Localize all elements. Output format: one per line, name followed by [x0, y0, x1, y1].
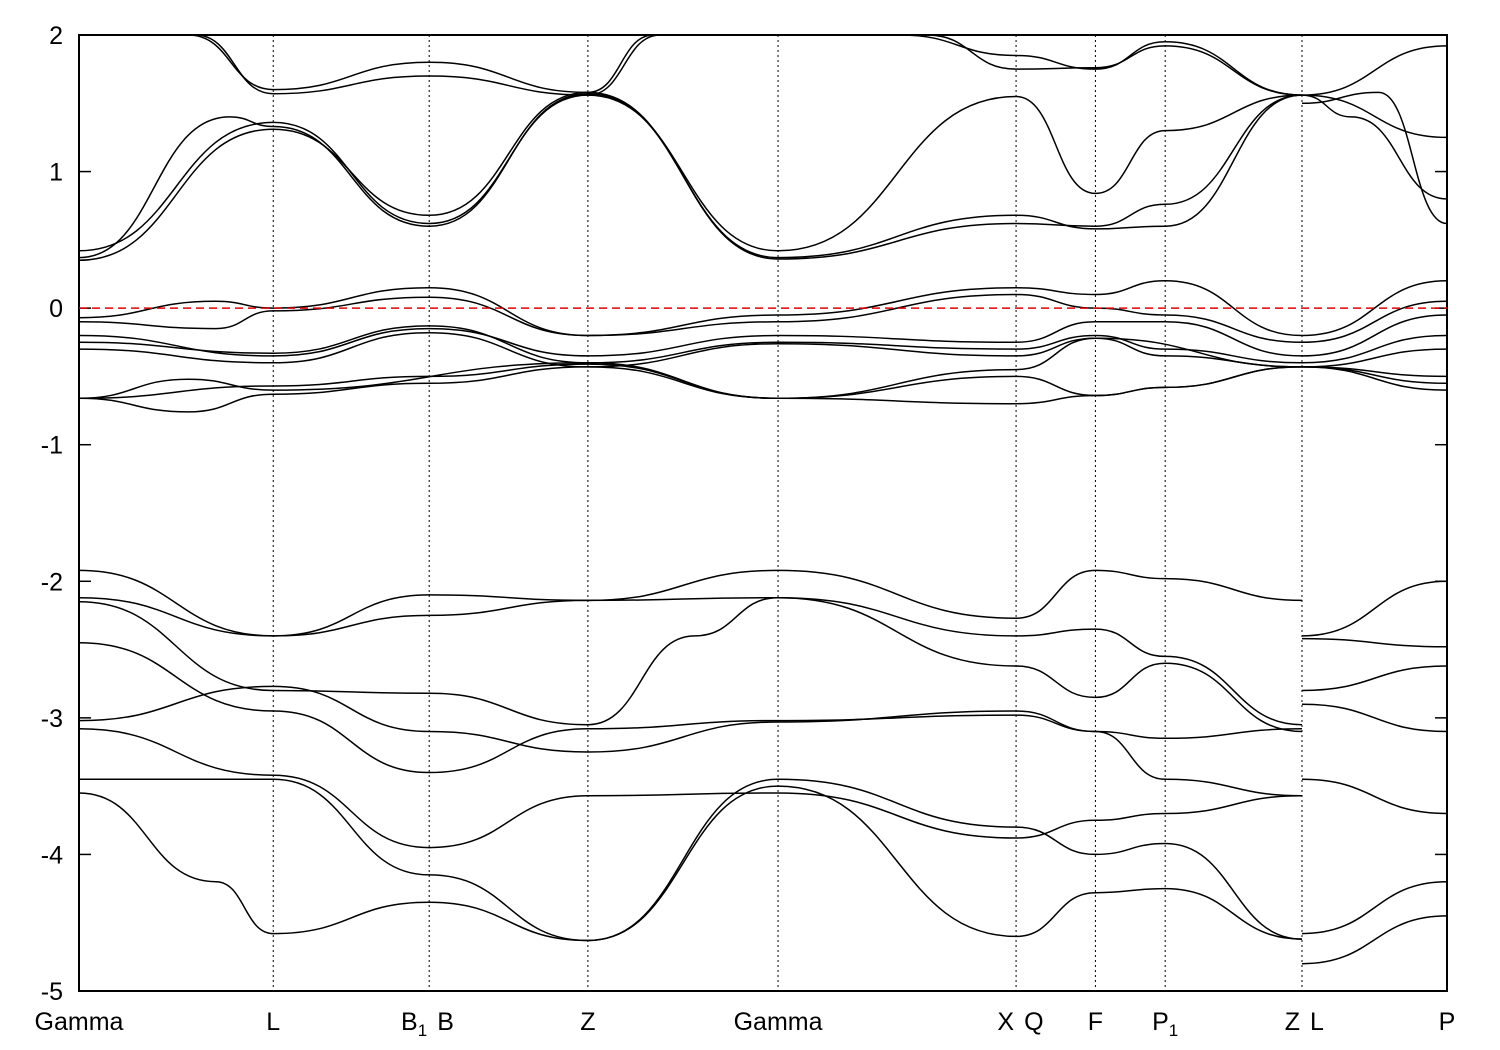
y-axis-ticks: 2 1 0 -1 -2 -3 -4 -5: [41, 22, 1447, 1006]
y-tick-label: 1: [49, 159, 63, 187]
y-tick-label: 0: [49, 295, 63, 323]
band-line-18: [79, 594, 1303, 726]
band-line-11: [79, 314, 1447, 357]
band-line-22: [79, 728, 1303, 849]
x-axis-label: F: [1088, 1008, 1103, 1036]
x-axis-label: Gamma: [734, 1008, 823, 1036]
band-line-5: [899, 35, 1447, 96]
band-line-26: [1301, 637, 1447, 648]
band-line-28: [1301, 703, 1447, 733]
x-axis-label: Z: [1285, 1008, 1300, 1036]
x-axis-label: X: [997, 1008, 1014, 1036]
y-tick-label: -2: [41, 568, 63, 596]
band-line-21: [79, 685, 1303, 797]
band-line-16: [79, 337, 1447, 400]
band-line-12: [79, 325, 1447, 364]
band-line-8: [1301, 91, 1447, 225]
band-line-3: [188, 35, 654, 94]
band-line-2: [79, 92, 1303, 259]
band-line-0: [79, 94, 1303, 252]
band-line-23: [79, 778, 1303, 942]
band-line-10: [79, 293, 1447, 344]
band-line-9: [79, 280, 1447, 337]
x-axis-label: Q: [1024, 1008, 1043, 1036]
band-line-30: [1301, 880, 1447, 935]
band-line-13: [79, 331, 1447, 368]
band-line-19: [79, 596, 1303, 733]
x-axis-label: B1: [401, 1008, 427, 1040]
y-tick-label: -5: [41, 978, 63, 1006]
band-line-4: [195, 35, 661, 96]
band-line-17: [79, 569, 1303, 637]
y-tick-label: -1: [41, 432, 63, 460]
plot-frame: [78, 34, 1448, 992]
band-line-24: [79, 785, 1303, 942]
band-line-20: [79, 641, 1303, 774]
band-line-27: [1301, 665, 1447, 692]
x-axis-label: Gamma: [35, 1008, 124, 1036]
band-line-31: [1301, 915, 1447, 965]
band-line-29: [1301, 778, 1447, 815]
x-axis-labels: Gamma L B1 B Z Gamma X Q F P1 Z L P: [35, 1008, 1456, 1040]
band-line-1: [79, 91, 1303, 262]
x-axis-label: P1: [1152, 1008, 1178, 1040]
band-line-25: [1301, 580, 1447, 637]
high-symmetry-lines: [272, 35, 1303, 991]
band-lines: [79, 35, 1447, 965]
band-line-7: [1301, 94, 1447, 200]
x-axis-label: B: [437, 1008, 454, 1036]
x-axis-label: L: [1310, 1008, 1324, 1036]
y-tick-label: 2: [49, 22, 63, 50]
y-tick-label: -4: [41, 841, 63, 869]
y-tick-label: -3: [41, 705, 63, 733]
x-axis-label: Z: [580, 1008, 595, 1036]
band-line-14: [79, 363, 1447, 400]
x-axis-label: L: [266, 1008, 280, 1036]
x-axis-label: P: [1439, 1008, 1456, 1036]
band-line-6: [927, 35, 1447, 139]
